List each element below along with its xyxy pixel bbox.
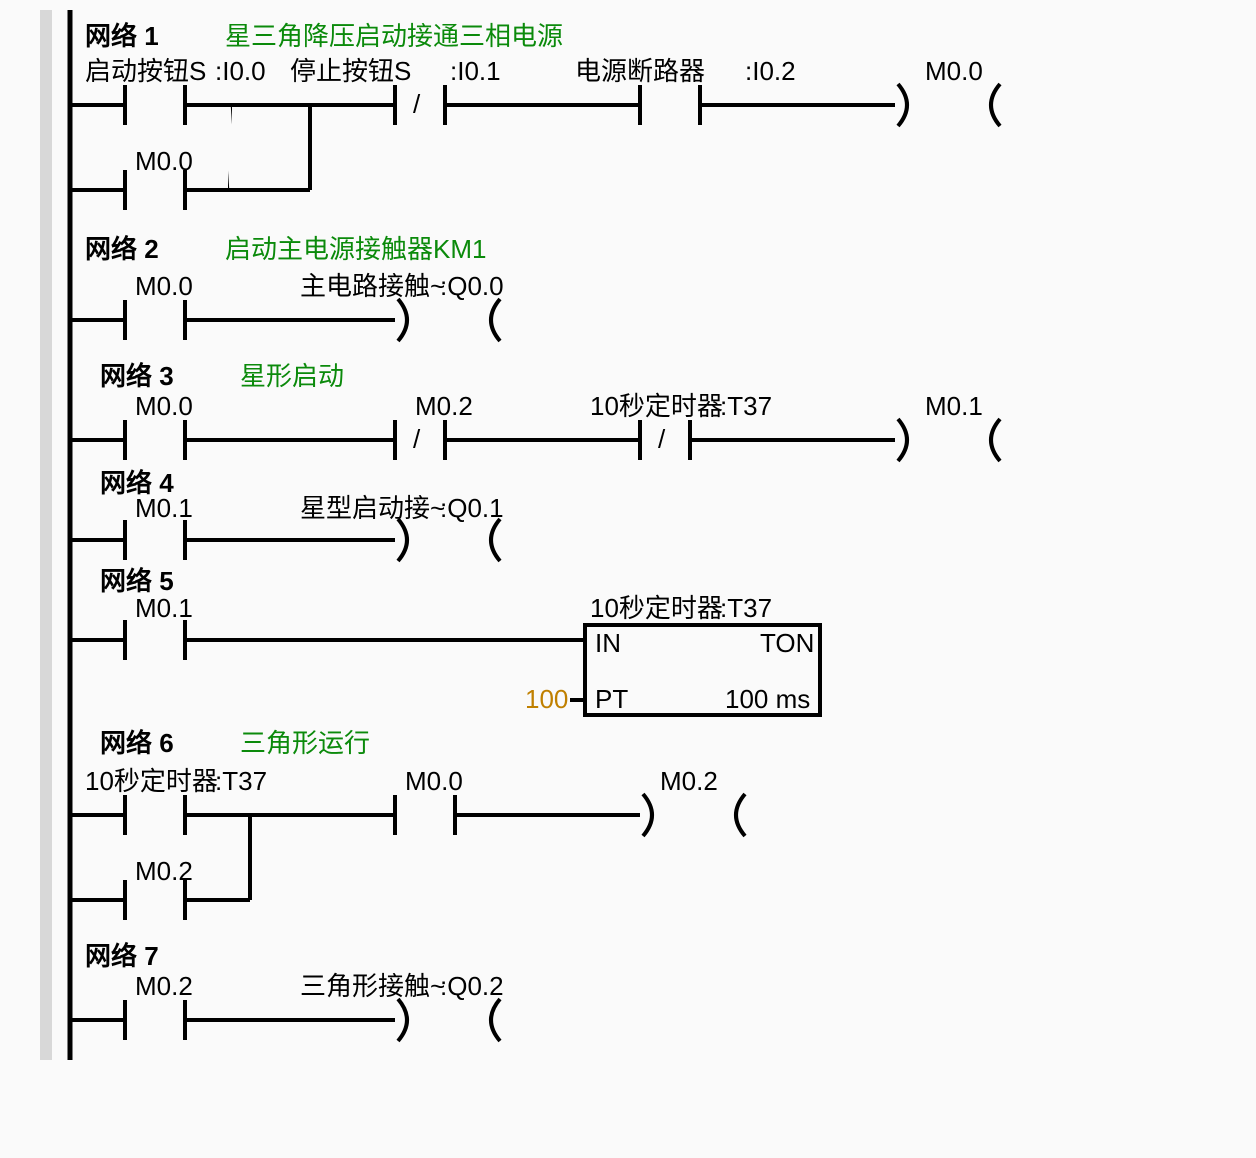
n1-a4: M0.0	[925, 56, 983, 86]
net2: M0.0 主电路接触~ :Q0.0	[70, 271, 504, 341]
net1-title: 网络 1	[85, 21, 159, 51]
timer-in: IN	[595, 628, 621, 658]
n2-a2: :Q0.0	[440, 271, 504, 301]
n3-nc1: /	[413, 424, 421, 454]
n1-nc-slash: /	[413, 89, 421, 119]
n4-l2: 星型启动接~	[300, 493, 445, 523]
timer-tb: 100 ms	[725, 684, 810, 714]
n2-a1: M0.0	[135, 271, 193, 301]
net7-title: 网络 7	[85, 941, 159, 971]
n1-l1: 启动按钮S	[85, 56, 206, 86]
net2-title: 网络 2	[85, 234, 159, 264]
n7-l2: 三角形接触~	[300, 971, 445, 1001]
net6: 10秒定时器 :T37 M0.0 M0.2 M0.2	[70, 766, 745, 920]
n3-a4: M0.1	[925, 391, 983, 421]
n7-a2: :Q0.2	[440, 971, 504, 1001]
net2-comment: 启动主电源接触器KM1	[225, 234, 486, 264]
n1-l2: 停止按钮S	[290, 56, 411, 86]
n6-l1: 10秒定时器	[85, 766, 218, 796]
net5-title: 网络 5	[100, 566, 174, 596]
n7-a1: M0.2	[135, 971, 193, 1001]
ladder-diagram: 网络 1 星三角降压启动接通三相电源 启动按钮S :I0.0 停止按钮S :I0…	[0, 0, 1256, 1158]
net1-comment: 星三角降压启动接通三相电源	[225, 21, 563, 51]
n5-a1: M0.1	[135, 593, 193, 623]
n4-a2: :Q0.1	[440, 493, 504, 523]
timer-pt: PT	[595, 684, 628, 714]
n3-l3: 10秒定时器	[590, 391, 723, 421]
n1-a2: :I0.1	[450, 56, 501, 86]
n6-a2: M0.0	[405, 766, 463, 796]
net5: M0.1 10秒定时器 :T37 IN TON PT 100 ms 100	[70, 593, 820, 715]
n3-a2: M0.2	[415, 391, 473, 421]
n3-a1: M0.0	[135, 391, 193, 421]
n5-ta: :T37	[720, 593, 772, 623]
n4-a1: M0.1	[135, 493, 193, 523]
n2-l2: 主电路接触~	[300, 271, 445, 301]
net4: M0.1 星型启动接~ :Q0.1	[70, 493, 504, 561]
n1-a1: :I0.0	[215, 56, 266, 86]
net7: M0.2 三角形接触~ :Q0.2	[70, 971, 504, 1041]
timer-type: TON	[760, 628, 814, 658]
n5-tl: 10秒定时器	[590, 593, 723, 623]
net6-title: 网络 6	[100, 728, 174, 758]
n6-a1: :T37	[215, 766, 267, 796]
net6-comment: 三角形运行	[240, 728, 370, 758]
net3: M0.0 M0.2 10秒定时器 :T37 M0.1 / /	[70, 391, 1000, 461]
n6-a3: M0.2	[660, 766, 718, 796]
margin-bar	[40, 10, 52, 1060]
n1-l3: 电源断路器	[575, 56, 705, 86]
n3-a3: :T37	[720, 391, 772, 421]
timer-ptval: 100	[525, 684, 568, 714]
net3-title: 网络 3	[100, 361, 174, 391]
n1-a3: :I0.2	[745, 56, 796, 86]
net3-comment: 星形启动	[240, 361, 344, 391]
n3-nc2: /	[658, 424, 666, 454]
